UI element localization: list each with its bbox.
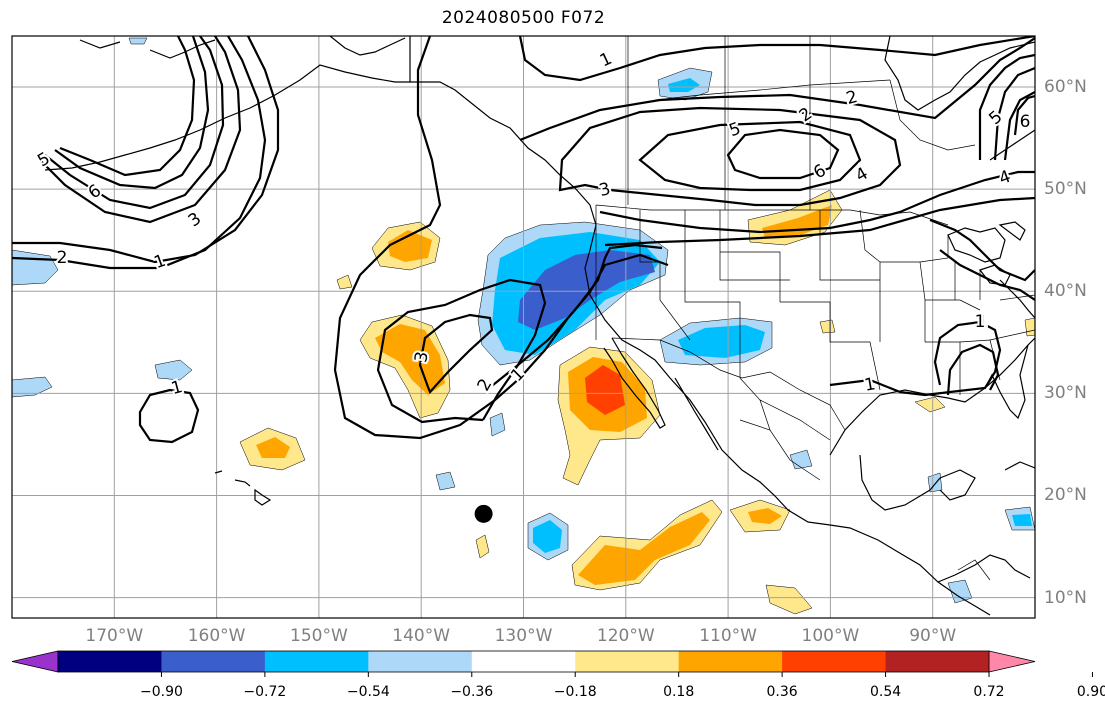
latitude-label: 30°N <box>1044 383 1087 404</box>
contour-label: 2 <box>844 87 860 109</box>
contour-label: 1 <box>975 312 986 332</box>
neg-anomaly-southwest-mid <box>678 325 765 358</box>
latitude-label: 60°N <box>1044 77 1087 98</box>
pos-anomaly-baja-dark <box>585 365 625 415</box>
longitude-label: 140°W <box>392 626 451 646</box>
colorbar-tick-label: 0.72 <box>973 684 1005 700</box>
colorbar <box>11 650 1093 677</box>
map-frame <box>11 35 1036 619</box>
colorbar-tick-label: 0.90 <box>1076 684 1105 700</box>
north-america-coastline <box>409 36 991 616</box>
contour-label: 1 <box>863 374 877 396</box>
contour-nw-outer <box>12 36 280 264</box>
colorbar-tick-label: −0.36 <box>450 684 494 700</box>
colorbar-tick-label: 0.18 <box>663 684 695 700</box>
latitude-label: 40°N <box>1044 281 1087 302</box>
colorbar-segment <box>471 651 576 672</box>
colorbar-tick-label: 0.54 <box>869 684 902 700</box>
colorbar-segment <box>885 651 990 672</box>
colorbar-tick-label: −0.90 <box>139 684 183 700</box>
contour-1-north <box>518 36 1035 82</box>
contour-1-west-pacific <box>138 388 200 444</box>
colorbar-tick-label: −0.72 <box>243 684 287 700</box>
colorbar-tick-label: 0.36 <box>766 684 798 700</box>
storm-center-marker <box>474 504 493 523</box>
contour-label: 1 <box>977 312 988 332</box>
coastlines <box>44 36 1035 616</box>
baja-coastline <box>603 337 666 429</box>
longitude-label: 160°W <box>187 626 246 646</box>
latitude-label: 20°N <box>1044 485 1087 506</box>
contour-label: 3 <box>185 209 205 232</box>
colorbar-segment <box>58 651 162 672</box>
longitude-label: 150°W <box>290 626 348 646</box>
contour-label: 6 <box>1020 112 1031 132</box>
contour-label: 1 <box>169 377 185 399</box>
gridlines <box>12 36 1035 618</box>
colorbar-segment <box>161 651 266 672</box>
contour-label: 2 <box>57 248 68 268</box>
contour-label: 1 <box>151 251 168 273</box>
longitude-label: 110°W <box>699 626 757 646</box>
colorbar-segment <box>368 651 473 672</box>
contour-label: 4 <box>852 164 871 187</box>
longitude-label: 120°W <box>596 626 655 646</box>
contour-label: 5 <box>726 119 743 141</box>
colorbar-extend-max <box>988 650 1036 673</box>
longitude-label: 90°W <box>909 626 957 646</box>
colorbar-segment <box>678 651 783 672</box>
latitude-label: 50°N <box>1044 179 1087 200</box>
us-canada-border <box>595 204 949 226</box>
contour-lines <box>12 36 1035 444</box>
contour-1-southeast <box>829 320 1002 397</box>
contour-label: 3 <box>597 179 613 201</box>
contour-label: 5 <box>985 107 1006 129</box>
contour-label: 4 <box>996 167 1013 189</box>
neg-anomaly-offshore-dark <box>518 250 655 330</box>
longitude-label: 100°W <box>801 626 860 646</box>
colorbar-extend-min <box>11 650 59 673</box>
contour-label: 2 <box>474 375 497 394</box>
colorbar-segment <box>782 651 887 672</box>
colorbar-tick-label: −0.18 <box>553 684 597 700</box>
pos-anomaly-offshore-west-mid <box>375 324 445 395</box>
contour-label: 1 <box>507 364 529 386</box>
neg-anomaly-west-edge <box>12 249 59 286</box>
colorbar-tick-label: −0.54 <box>346 684 390 700</box>
longitude-label: 170°W <box>85 626 144 646</box>
gulf-coastline <box>829 337 1035 456</box>
latitude-label: 10°N <box>1044 587 1087 608</box>
map-title: 2024080500 F072 <box>441 8 606 28</box>
us-mexico-border <box>611 337 846 431</box>
longitude-label: 130°W <box>494 626 553 646</box>
colorbar-segment <box>575 651 680 672</box>
colorbar-segment <box>264 651 369 672</box>
contour-label: 1 <box>597 49 615 72</box>
shaded-anomaly-fields <box>12 37 1035 615</box>
contour-label: 6 <box>810 161 829 184</box>
